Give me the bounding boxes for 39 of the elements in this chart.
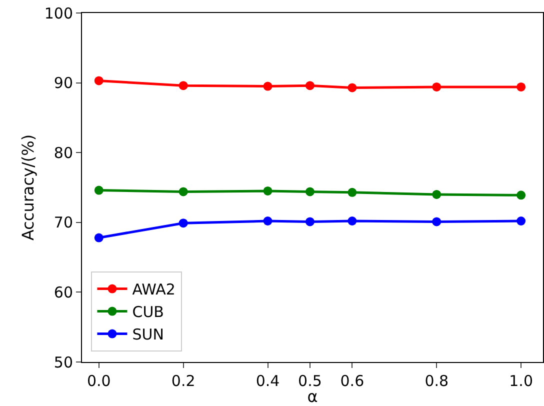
- point: [178, 81, 188, 90]
- x-tick-label: 1.0: [509, 372, 533, 390]
- x-tick-label: 0.4: [256, 372, 280, 390]
- y-tick-label: 60: [54, 283, 73, 302]
- point: [432, 82, 442, 92]
- x-axis-title: α: [307, 387, 318, 406]
- point: [516, 190, 526, 200]
- point: [348, 188, 357, 197]
- x-tick-label: 0.0: [86, 372, 111, 390]
- legend-label: AWA2: [132, 280, 176, 299]
- point: [178, 187, 188, 196]
- point: [263, 82, 272, 91]
- y-tick-label: 90: [54, 74, 73, 92]
- legend-label: CUB: [132, 303, 164, 322]
- x-tick-label: 0.6: [340, 372, 364, 390]
- point: [305, 217, 314, 226]
- point: [94, 186, 104, 195]
- point: [432, 217, 442, 226]
- point: [94, 76, 104, 86]
- x-tick-label: 0.2: [171, 372, 196, 390]
- legend-label: SUN: [132, 326, 164, 344]
- point: [432, 190, 442, 199]
- point: [348, 216, 357, 226]
- point: [516, 216, 526, 226]
- point: [516, 82, 526, 92]
- x-tick-label: 0.8: [424, 372, 449, 390]
- point: [263, 216, 272, 226]
- point: [178, 218, 188, 228]
- y-axis-title: Accuracy/(%): [18, 134, 38, 241]
- y-tick-label: 50: [54, 353, 73, 372]
- point: [348, 83, 357, 92]
- point: [305, 187, 314, 196]
- y-tick-label: 70: [54, 214, 73, 232]
- x-tick-label: 0.5: [298, 372, 322, 390]
- point: [94, 233, 104, 242]
- point: [305, 81, 314, 90]
- y-tick-label: 100: [44, 4, 73, 22]
- point: [263, 186, 272, 196]
- y-tick-label: 80: [54, 144, 73, 162]
